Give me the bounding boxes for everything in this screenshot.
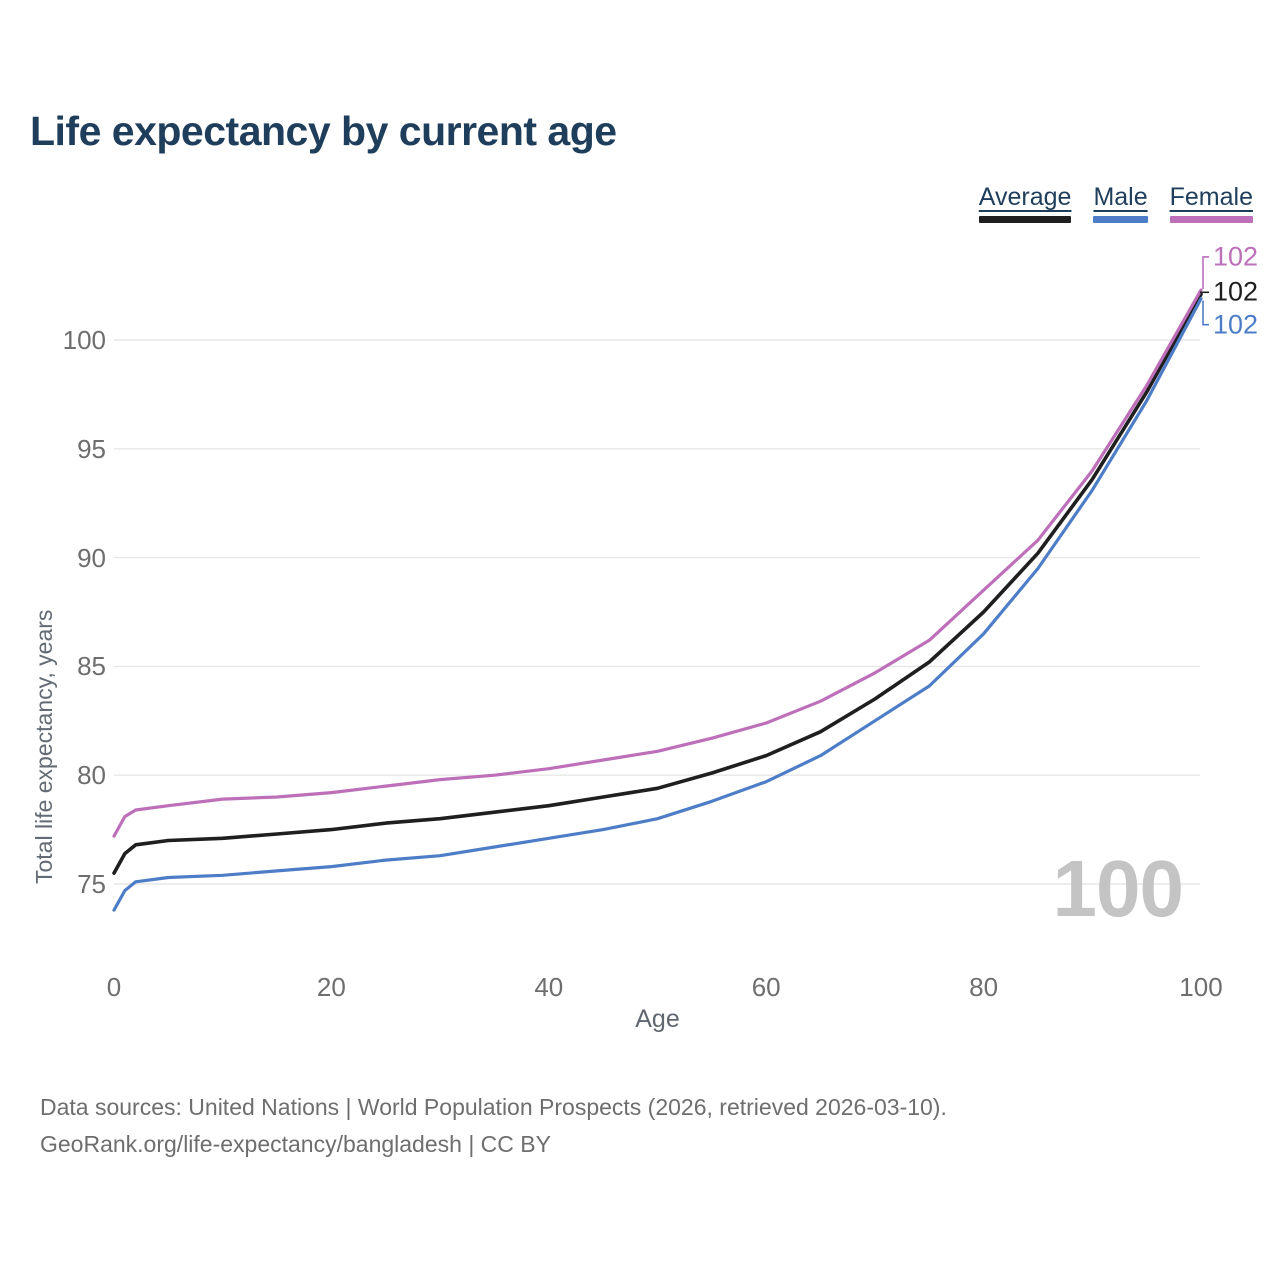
legend-swatch-male [1093, 215, 1148, 223]
legend-label-average: Average [978, 183, 1072, 211]
y-tick-label-90: 90 [77, 542, 106, 573]
legend-item-average[interactable]: Average [978, 183, 1072, 223]
legend: Average Male Female [978, 183, 1253, 223]
legend-item-male[interactable]: Male [1093, 183, 1148, 223]
end-label-female: 102 [1213, 241, 1259, 272]
watermark-age-value: 100 [1052, 844, 1184, 933]
series-line-female [112, 288, 1203, 838]
legend-item-female[interactable]: Female [1169, 183, 1253, 223]
y-tick-label-95: 95 [77, 433, 106, 464]
legend-swatch-average [978, 215, 1072, 223]
end-label-male: 102 [1213, 309, 1259, 340]
y-tick-label-85: 85 [77, 651, 106, 682]
y-axis-label: Total life expectancy, years [31, 609, 57, 884]
end-label-average: 102 [1213, 276, 1259, 307]
x-tick-label-40: 40 [534, 972, 564, 1002]
y-tick-label-80: 80 [77, 760, 106, 791]
legend-swatch-female [1169, 215, 1253, 223]
end-label-connector-male [1202, 300, 1209, 326]
footer-license: GeoRank.org/life-expectancy/bangladesh |… [40, 1130, 551, 1157]
footer-attribution: Data sources: United Nations | World Pop… [40, 1089, 947, 1163]
x-tick-label-60: 60 [751, 972, 781, 1002]
x-tick-label-100: 100 [1179, 972, 1223, 1002]
x-tick-label-80: 80 [969, 972, 999, 1002]
legend-label-male: Male [1093, 183, 1148, 211]
x-axis-label: Age [635, 1005, 680, 1033]
series-line-male [112, 297, 1203, 912]
end-label-connector-female [1202, 256, 1209, 289]
legend-label-female: Female [1169, 183, 1253, 211]
x-tick-label-0: 0 [106, 972, 122, 1002]
x-tick-label-20: 20 [316, 972, 346, 1002]
chart-title: Life expectancy by current age [30, 108, 617, 154]
y-tick-label-75: 75 [77, 869, 106, 899]
footer-data-sources: Data sources: United Nations | World Pop… [40, 1094, 947, 1120]
series-line-average [112, 292, 1203, 875]
y-tick-label-100: 100 [62, 325, 106, 355]
